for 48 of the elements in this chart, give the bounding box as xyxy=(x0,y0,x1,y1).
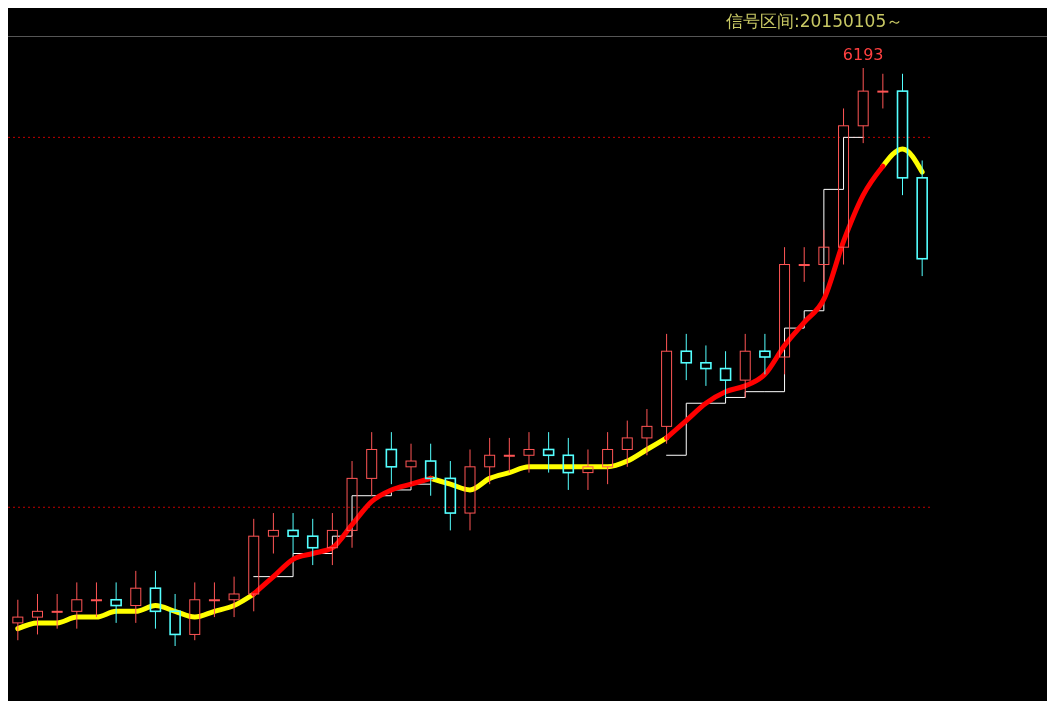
candlestick xyxy=(267,512,279,555)
candlestick xyxy=(90,581,102,618)
candlestick xyxy=(602,431,614,485)
candlestick xyxy=(464,448,476,531)
candlestick xyxy=(818,229,830,283)
candlestick xyxy=(424,443,437,497)
candlestick xyxy=(542,431,555,474)
candlestick xyxy=(739,333,751,398)
candlestick xyxy=(346,460,358,549)
candlestick xyxy=(582,448,594,491)
candlestick xyxy=(719,350,732,398)
candlestick xyxy=(71,581,83,630)
candlestick xyxy=(31,593,43,635)
candlestick xyxy=(641,408,653,456)
candlestick xyxy=(149,570,162,630)
candlestick xyxy=(208,581,220,618)
candlestick xyxy=(130,570,142,624)
candlestick xyxy=(228,576,240,618)
candlestick xyxy=(523,431,535,474)
candlestick xyxy=(661,333,673,445)
candlestick xyxy=(877,73,889,109)
candlestick xyxy=(896,73,909,196)
candlestick xyxy=(169,593,181,646)
candlestick xyxy=(798,246,810,283)
candlestick xyxy=(680,333,693,381)
candlestick xyxy=(759,333,771,375)
candlestick xyxy=(306,518,319,566)
chart-title: 信号区间:20150105～ xyxy=(726,10,904,33)
candlestick xyxy=(12,599,24,641)
candlestick xyxy=(700,344,712,387)
candlestick xyxy=(51,593,63,630)
candlestick xyxy=(916,159,928,277)
candlestick xyxy=(857,68,869,144)
candlestick xyxy=(503,437,515,474)
candlestick xyxy=(444,460,457,531)
candlestick xyxy=(248,518,260,612)
candlestick xyxy=(366,431,378,497)
candlestick xyxy=(110,581,122,624)
candlestick xyxy=(405,443,417,485)
candlestick xyxy=(287,512,299,555)
annotation: 6193 xyxy=(842,45,884,64)
candlestick xyxy=(779,246,791,375)
candlestick xyxy=(484,437,496,485)
candlestick xyxy=(385,431,398,485)
candlestick xyxy=(326,512,338,566)
candlestick xyxy=(562,437,575,491)
candlestick xyxy=(621,420,633,468)
candlestick xyxy=(838,107,850,266)
